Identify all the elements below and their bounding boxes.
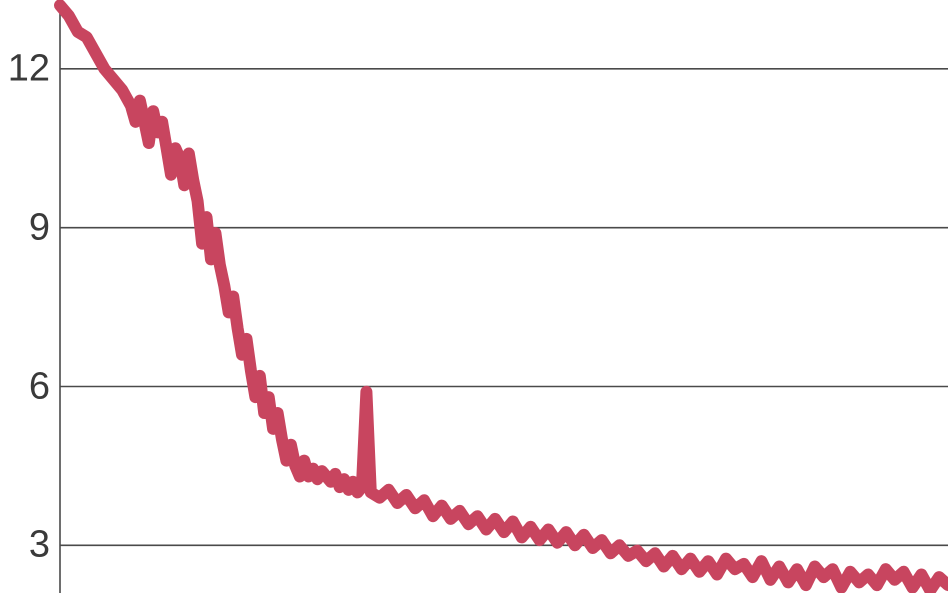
line-chart <box>0 0 948 593</box>
chart-background <box>0 0 948 593</box>
y-tick-label: 6 <box>29 365 50 408</box>
y-tick-label: 12 <box>8 47 50 90</box>
y-tick-label: 9 <box>29 206 50 249</box>
chart-container: 3 6 9 12 <box>0 0 948 593</box>
y-tick-label: 3 <box>29 524 50 567</box>
